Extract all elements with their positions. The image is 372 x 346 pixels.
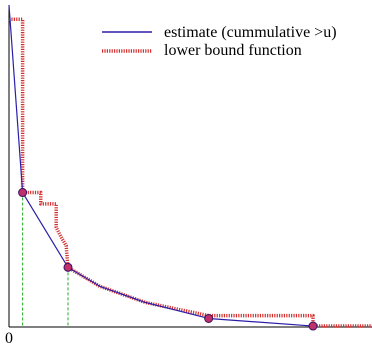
series-lower-bound-line — [9, 17, 372, 328]
legend-entry-estimate: estimate (cummulative >u) — [102, 24, 337, 41]
legend-label-estimate: estimate (cummulative >u) — [164, 24, 337, 41]
legend-entry-lower-bound: lower bound function — [102, 42, 302, 59]
data-point-2 — [204, 313, 214, 323]
data-point-1 — [63, 262, 73, 272]
x-ticks: 0 — [5, 330, 13, 346]
drop-lines — [22, 192, 69, 327]
data-point-0 — [18, 188, 28, 198]
legend: estimate (cummulative >u) lower bound fu… — [102, 24, 337, 59]
data-point-3 — [308, 321, 318, 331]
legend-label-lower-bound: lower bound function — [164, 42, 302, 59]
markers — [18, 188, 318, 331]
x-tick-label-0: 0 — [5, 330, 13, 346]
plot-area: 0 — [5, 4, 372, 346]
